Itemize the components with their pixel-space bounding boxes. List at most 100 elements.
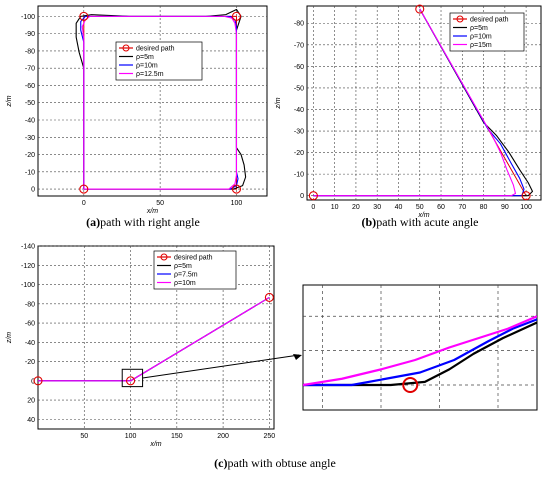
x-tick-label: 30 <box>373 204 381 211</box>
y-tick-label: -100 <box>21 14 35 21</box>
x-tick-label: 100 <box>231 200 243 207</box>
desired-point-marker <box>125 376 136 386</box>
y-tick-label: 0 <box>31 187 35 194</box>
y-tick-label: -10 <box>294 172 304 179</box>
y-axis-label: z/m <box>6 332 13 344</box>
x-tick-label: 70 <box>458 204 466 211</box>
y-tick-label: -70 <box>25 66 35 73</box>
y-tick-label: -10 <box>25 169 35 176</box>
series-line-c-2 <box>38 296 270 382</box>
y-tick-label: -140 <box>21 244 35 251</box>
legend-entry: desired path <box>136 46 175 53</box>
y-tick-label: -120 <box>21 263 35 270</box>
x-tick-label: 250 <box>264 433 276 440</box>
series-line-b-0 <box>313 8 534 197</box>
desired-point-marker <box>308 191 318 201</box>
series-line-zoom-2 <box>303 315 537 387</box>
zoom-region-box <box>121 368 144 388</box>
x-tick-label: 20 <box>352 204 360 211</box>
x-tick-label: 100 <box>125 433 137 440</box>
caption-letter: (a) <box>86 215 100 229</box>
desired-point-marker <box>402 377 419 393</box>
x-tick-label: 40 <box>395 204 403 211</box>
desired-point-marker <box>231 11 242 21</box>
y-tick-label: 40 <box>27 417 35 424</box>
y-tick-label: -80 <box>25 48 35 55</box>
x-tick-label: 10 <box>331 204 339 211</box>
y-tick-label: 0 <box>300 193 304 200</box>
chart-a: 0 50 100-100-90-80-70-60-50-40-30-20-100x/… <box>6 5 268 229</box>
x-tick-label: 0 <box>82 200 86 207</box>
legend-entry: ρ=10m <box>136 63 158 70</box>
series-line-a-1 <box>80 15 239 190</box>
caption-text: path with obtuse angle <box>228 456 336 470</box>
desired-point-marker <box>521 191 531 201</box>
series-line-b-2 <box>313 8 517 197</box>
x-axis-label: x/m <box>417 212 429 219</box>
y-tick-label: 20 <box>27 398 35 405</box>
y-axis-label: z/m <box>275 97 282 109</box>
series-line-zoom-0 <box>303 321 537 387</box>
legend-entry: ρ=5m <box>470 25 488 32</box>
y-tick-label: -40 <box>25 118 35 125</box>
caption-text: path with right angle <box>100 215 200 229</box>
y-tick-label: -60 <box>25 83 35 90</box>
x-tick-label: 50 <box>416 204 424 211</box>
plot-area-c <box>38 296 270 382</box>
caption-text: path with acute angle <box>376 215 478 229</box>
desired-point-marker <box>79 184 89 194</box>
x-tick-label: 50 <box>156 200 164 207</box>
y-axis-label: z/m <box>6 95 13 107</box>
legend-entry: ρ=5m <box>136 54 154 61</box>
y-tick-label: -100 <box>21 282 35 289</box>
plot-frame-a <box>37 5 268 197</box>
plot-area-b <box>313 8 534 197</box>
y-tick-label: -50 <box>25 100 35 107</box>
caption-a: (a)path with right angle <box>86 215 200 229</box>
x-tick-label: 80 <box>480 204 488 211</box>
y-tick-label: -20 <box>25 152 35 159</box>
x-tick-label: 0 <box>311 204 315 211</box>
y-tick-label: -90 <box>25 31 35 38</box>
x-tick-label: 150 <box>171 433 183 440</box>
y-tick-label: -30 <box>294 129 304 136</box>
y-tick-label: -60 <box>294 64 304 71</box>
chart-c: 50 100 150 200 250 -140 -120 -100 -80 -60 -40 -20 0 2… <box>6 244 336 471</box>
y-tick-label: -80 <box>294 21 304 28</box>
x-tick-label: 50 <box>80 433 88 440</box>
desired-point-marker <box>231 184 242 194</box>
zoom-arrow-head <box>293 354 302 360</box>
y-tick-label: -30 <box>25 135 35 142</box>
plot-area-a <box>75 8 247 190</box>
desired-point-marker <box>415 4 425 14</box>
desired-point-marker <box>33 376 43 386</box>
y-tick-label: -70 <box>294 42 304 49</box>
legend-marker <box>122 44 130 52</box>
legend-entry: ρ=10m <box>174 280 196 287</box>
chart-b: 0 10 20 30 40 50 60 70 80 90 100 -80 -70 -60 -50 -40 -30… <box>275 4 542 229</box>
y-tick-label: -40 <box>294 107 304 114</box>
legend-entry: ρ=5m <box>174 263 192 270</box>
caption-c: (c)path with obtuse angle <box>214 456 336 470</box>
legend-entry: ρ=10m <box>470 34 492 41</box>
chart-zoom <box>302 284 538 411</box>
y-tick-label: -20 <box>294 150 304 157</box>
x-axis-label: x/m <box>149 441 161 448</box>
legend-entry: ρ=7.5m <box>174 272 198 279</box>
y-tick-label: 0 <box>31 378 35 385</box>
legend-entry: desired path <box>470 17 509 24</box>
x-axis-label: x/m <box>146 208 158 215</box>
caption-letter: (c) <box>214 456 227 470</box>
plot-frame-zoom <box>302 284 538 411</box>
plot-area-zoom <box>303 315 537 387</box>
series-line-zoom-1 <box>303 318 537 387</box>
legend-marker <box>456 15 464 23</box>
series-line-a-2 <box>81 15 238 190</box>
series-line-b-1 <box>313 8 525 197</box>
legend-entry: ρ=12.5m <box>136 71 164 78</box>
caption-b: (b)path with acute angle <box>362 215 479 229</box>
